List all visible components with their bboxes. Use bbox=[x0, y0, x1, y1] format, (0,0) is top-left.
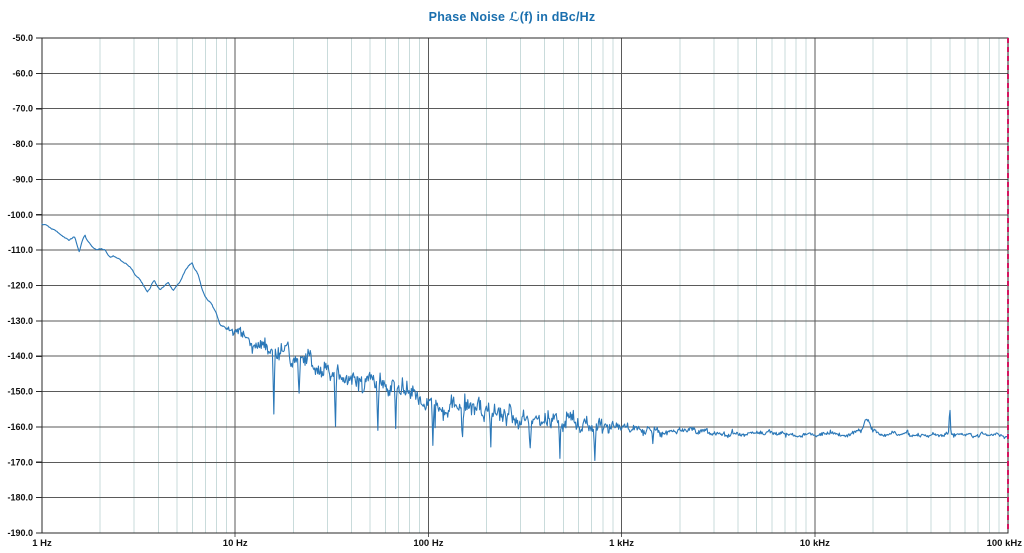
y-tick-label: -180.0 bbox=[7, 493, 33, 503]
y-tick-label: -90.0 bbox=[12, 174, 33, 184]
y-tick-label: -80.0 bbox=[12, 139, 33, 149]
x-tick-label: 1 Hz bbox=[32, 538, 52, 549]
y-tick-label: -160.0 bbox=[7, 422, 33, 432]
phase-noise-trace bbox=[41, 223, 1009, 462]
y-tick-label: -120.0 bbox=[7, 281, 33, 291]
chart-title: Phase Noise ℒ(f) in dBc/Hz bbox=[428, 10, 596, 24]
x-tick-label: 100 kHz bbox=[987, 538, 1023, 549]
y-tick-label: -70.0 bbox=[12, 104, 33, 114]
x-tick-label: 10 kHz bbox=[800, 538, 830, 549]
x-tick-label: 100 Hz bbox=[413, 538, 443, 549]
y-tick-label: -130.0 bbox=[7, 316, 33, 326]
x-tick-label: 1 kHz bbox=[609, 538, 634, 549]
y-tick-label: -50.0 bbox=[12, 33, 33, 43]
y-tick-label: -190.0 bbox=[7, 528, 33, 538]
y-tick-label: -110.0 bbox=[8, 245, 33, 255]
y-tick-label: -100.0 bbox=[7, 210, 33, 220]
y-tick-label: -170.0 bbox=[7, 457, 33, 467]
y-tick-label: -150.0 bbox=[7, 387, 33, 397]
y-tick-label: -140.0 bbox=[7, 351, 33, 361]
y-tick-label: -60.0 bbox=[12, 68, 33, 78]
x-tick-label: 10 Hz bbox=[223, 538, 248, 549]
